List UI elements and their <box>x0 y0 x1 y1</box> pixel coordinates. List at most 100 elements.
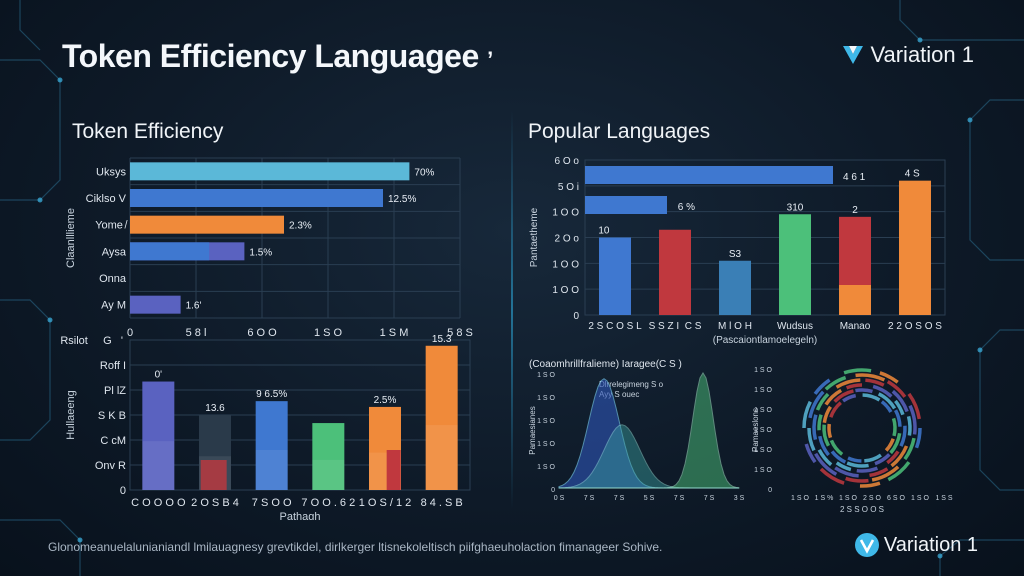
radial-arc <box>864 453 882 463</box>
data-label: 6 % <box>675 202 695 213</box>
popular-languages-title: Popular Languages <box>528 120 711 143</box>
y-tick-label: 0 <box>573 311 579 322</box>
y-axis-label: Pamaeslons <box>751 408 760 452</box>
radial-arc <box>871 465 900 482</box>
bar-shade <box>312 459 345 490</box>
bar-accent <box>200 460 227 490</box>
brand-top-label: Variation 1 <box>870 42 974 67</box>
radial-arc <box>855 373 886 382</box>
y-tick-label: 5 O i <box>558 182 579 193</box>
token-efficiency-chart: Uksys 70% Ciklso V 12.5% Yome ̸ 2.3% Aysa 1.5% O… <box>65 157 473 339</box>
y-tick-label: Rsilot G ' <box>60 335 126 347</box>
data-label: 13.6 <box>205 403 225 414</box>
radial-arc <box>845 476 869 483</box>
y-tick-label: 1 O O <box>552 208 579 219</box>
radial-arc <box>807 427 816 452</box>
radial-arc <box>889 432 902 455</box>
radial-arc <box>891 417 897 437</box>
radial-arc <box>830 450 847 464</box>
radial-arc <box>879 371 899 384</box>
radial-arc <box>818 435 830 457</box>
radial-arc <box>903 437 916 461</box>
data-label: 1.6' <box>186 301 202 312</box>
x-tick-label: 1 S M <box>380 327 409 339</box>
radial-arc <box>829 401 842 418</box>
x-axis-label: 2 S S O O S <box>840 505 884 514</box>
category-label: Ciklso V <box>86 193 127 205</box>
x-tick-label: C O O O O <box>131 497 186 509</box>
bar-accent <box>386 450 401 490</box>
radial-arc <box>822 405 832 424</box>
x-tick-label: 1 S O <box>314 327 343 339</box>
radial-arc <box>808 390 825 419</box>
brand-top: Variation 1 <box>840 42 974 68</box>
data-label: 15.3 <box>432 334 452 345</box>
radial-arc <box>824 388 843 406</box>
data-label: 10 <box>598 226 631 237</box>
y-tick-label: C cM <box>100 435 126 447</box>
token-efficiency-title: Token Efficiency <box>72 120 224 143</box>
data-label: 2.5% <box>374 395 397 406</box>
radial-arc <box>893 409 902 427</box>
radial-arc <box>833 389 854 403</box>
bar <box>130 162 410 181</box>
data-label <box>327 411 330 422</box>
x-tick-label: 1 S O <box>839 495 857 502</box>
data-label: 12.5% <box>388 194 416 205</box>
category-label: Yome ̸ <box>95 220 128 232</box>
bar <box>255 401 288 490</box>
x-tick-label: 7 S <box>674 495 685 502</box>
x-tick-label: 1 S O <box>791 495 809 502</box>
radial-arc <box>884 438 895 452</box>
bar-accent <box>839 285 871 315</box>
lower-left-chart: Rsilot G ' Roff I Pl lZ S K B C cM Onv R 0 0' C… <box>60 334 471 520</box>
bar <box>899 180 931 315</box>
radial-chart: 1 S O 1 S O 1 S O 1 S O 1 S O 1 S O 0 1 S O 1 S … <box>751 367 953 514</box>
radial-arc <box>835 378 861 389</box>
density-chart: (Coaomhrillfralieme) Iaragee(C S ) Dlrrel… <box>528 359 745 502</box>
radial-arc <box>855 388 873 394</box>
y-tick-label: 1 S O <box>537 441 555 448</box>
y-tick-label: 1 S O <box>537 395 555 402</box>
x-tick-label: 6 O O <box>247 327 277 339</box>
radial-arc <box>859 481 881 488</box>
category-label: Aysa <box>102 246 127 258</box>
y-tick-label: Pl lZ <box>104 385 126 397</box>
y-axis-label: Pamaesianes <box>528 406 537 454</box>
radial-arc <box>874 453 891 466</box>
y-tick-label: 0 <box>551 487 555 494</box>
bar <box>659 229 691 315</box>
radial-arc <box>827 423 833 439</box>
x-tick-label: 2 O S B 4 <box>191 497 239 509</box>
radial-arc <box>891 389 909 413</box>
x-axis-label: (Pascaiontlamoelegeln) <box>713 335 818 346</box>
y-tick-label: 1 S O <box>537 464 555 471</box>
y-tick-label: 1 S O <box>754 367 772 374</box>
data-label: 4 6 1 <box>843 172 866 183</box>
radial-arc <box>812 414 818 441</box>
y-tick-label: Roff I <box>100 360 126 372</box>
x-axis-label: Pathagh <box>280 511 321 520</box>
brand-bottom-label: Variation 1 <box>883 533 978 556</box>
brand-badge-icon <box>854 533 879 557</box>
radial-arc <box>886 380 907 398</box>
popular-languages-chart: 6 O o 5 O i 1 O O 2 O o 1 O O 1 O O 0 4 6 1 6 %… <box>529 156 946 346</box>
y-axis-label: Claanlllieme <box>65 208 77 268</box>
page-title: Token Efficiency Languagee ’ <box>62 38 493 74</box>
footer-note: Glonomeanuelalunianiandl lmilauagnesy gr… <box>48 540 663 554</box>
radial-arc <box>824 375 847 391</box>
y-tick-label: 0 <box>120 485 126 497</box>
radial-arc <box>856 466 879 473</box>
radial-arc <box>847 456 862 463</box>
radial-arc <box>834 466 859 478</box>
bar-overlay <box>130 242 210 261</box>
chart-title: (Coaomhrillfralieme) Iaragee(C S ) <box>529 359 682 370</box>
radial-arc <box>869 467 889 478</box>
radial-arc <box>906 415 912 436</box>
density-area <box>559 372 740 489</box>
radial-arc <box>890 445 909 468</box>
radial-arc <box>843 368 872 375</box>
y-tick-label: 1 S O <box>754 387 772 394</box>
y-tick-label: 1 S O <box>537 372 555 379</box>
radial-arc <box>907 392 922 420</box>
